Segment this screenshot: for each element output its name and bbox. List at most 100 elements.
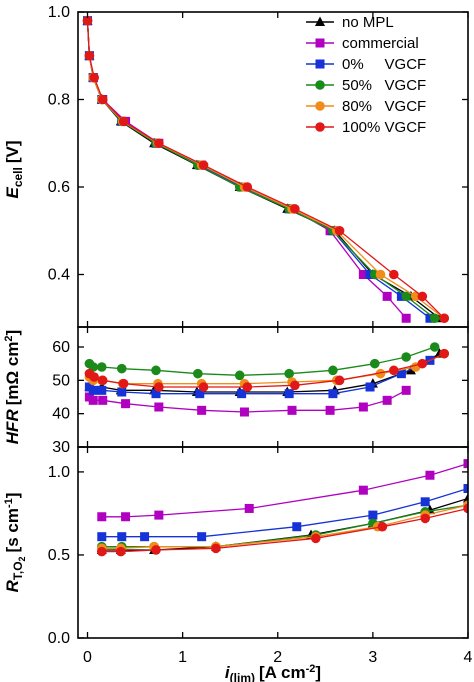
data-point-rt-5-3 <box>211 543 221 554</box>
legend-marker-4 <box>315 101 325 111</box>
data-point-hfr-5-8 <box>334 375 345 386</box>
data-point-rt-0-7 <box>463 492 468 503</box>
data-point-ecell-5-9 <box>334 225 345 236</box>
legend-item-1: commercial <box>306 35 419 52</box>
data-point-rt-2-6 <box>420 497 430 507</box>
data-point-ecell-3-12 <box>429 313 440 324</box>
data-point-hfr-5-9 <box>389 365 399 376</box>
data-point-rt-5-6 <box>420 513 430 524</box>
y-tick-label-ecell-2: 0.6 <box>48 179 70 196</box>
data-point-hfr-3-6 <box>234 370 245 381</box>
data-point-ecell-5-11 <box>417 291 428 302</box>
data-point-hfr-2-2 <box>97 385 107 395</box>
data-point-hfr-1-10 <box>382 395 392 405</box>
data-point-hfr-2-9 <box>365 382 375 392</box>
legend-marker-1 <box>315 38 325 48</box>
data-point-rt-1-3 <box>244 503 254 513</box>
data-point-hfr-1-5 <box>197 405 207 415</box>
series-line-rt-1 <box>101 462 468 518</box>
y-axis-title-rt: RT,O2[s cm-1] <box>3 493 27 593</box>
legend-label-4: 80% VGCF <box>342 98 426 115</box>
legend-marker-0 <box>315 16 325 26</box>
data-point-rt-2-4 <box>292 522 302 532</box>
series-line-rt-0 <box>101 497 468 551</box>
plot-area-hfr <box>84 342 450 417</box>
data-point-hfr-2-1 <box>88 385 98 395</box>
data-point-ecell-5-0 <box>82 15 93 26</box>
x-tick-label-4: 4 <box>464 649 473 666</box>
data-point-hfr-1-1 <box>88 395 98 405</box>
y-tick-label-rt-2: 1.0 <box>48 464 70 481</box>
data-point-rt-5-0 <box>96 546 107 557</box>
data-point-hfr-5-7 <box>290 380 300 391</box>
data-point-rt-2-2 <box>140 532 150 542</box>
data-point-rt-5-4 <box>311 533 321 544</box>
data-point-rt-2-3 <box>197 532 207 542</box>
axis-titles: 0 1 2 3 4 i(lim) [A cm-2] Ecell[V] HFR[mΩ cm2] RT… <box>3 140 473 682</box>
data-point-hfr-1-11 <box>401 385 411 395</box>
y-tick-label-ecell-1: 0.8 <box>48 92 70 109</box>
data-point-hfr-5-5 <box>198 382 209 392</box>
data-point-hfr-1-7 <box>287 405 297 415</box>
y-tick-label-ecell-0: 1.0 <box>48 4 70 21</box>
data-point-ecell-3-11 <box>401 291 411 302</box>
data-point-hfr-1-9 <box>358 402 368 412</box>
data-point-hfr-3-5 <box>193 368 203 379</box>
x-tick-label-1: 1 <box>178 649 187 666</box>
y-tick-label-rt-1: 0.5 <box>48 547 70 564</box>
data-point-hfr-2-3 <box>117 387 127 397</box>
series-line-rt-5 <box>101 507 468 553</box>
data-point-hfr-5-3 <box>118 378 129 389</box>
legend-item-5: 100% VGCF <box>306 119 426 136</box>
data-point-hfr-1-8 <box>325 405 335 415</box>
x-tick-label-3: 3 <box>368 649 377 666</box>
y-tick-label-hfr-0: 30 <box>52 439 70 456</box>
legend-label-2: 0% VGCF <box>342 56 426 73</box>
data-point-hfr-3-11 <box>429 342 440 352</box>
data-point-ecell-5-3 <box>97 94 108 105</box>
legend-label-5: 100% VGCF <box>342 119 426 136</box>
data-point-rt-1-4 <box>358 485 368 495</box>
series-line-rt-4 <box>101 504 468 549</box>
legend-label-1: commercial <box>342 35 419 52</box>
series-line-rt-3 <box>101 504 468 548</box>
y-tick-label-ecell-3: 0.4 <box>48 267 70 284</box>
data-point-hfr-2-8 <box>328 389 338 399</box>
data-point-hfr-2-5 <box>195 389 205 399</box>
data-point-hfr-3-7 <box>284 368 294 379</box>
data-point-hfr-5-1 <box>89 372 99 382</box>
y-axis-title-ecell: Ecell[V] <box>3 140 25 198</box>
data-point-rt-1-0 <box>97 512 107 522</box>
data-point-rt-2-7 <box>463 484 468 494</box>
data-point-hfr-3-3 <box>116 363 127 374</box>
data-point-hfr-2-6 <box>237 389 247 399</box>
data-point-hfr-2-7 <box>284 389 294 399</box>
data-point-hfr-3-2 <box>96 362 107 372</box>
data-point-ecell-5-2 <box>89 72 99 83</box>
data-point-hfr-3-9 <box>369 358 380 369</box>
legend-marker-3 <box>315 80 325 90</box>
legend-item-3: 50% VGCF <box>306 77 426 94</box>
data-point-hfr-3-4 <box>151 365 161 376</box>
y-tick-label-hfr-1: 40 <box>52 406 70 423</box>
legend-label-0: no MPL <box>342 14 394 31</box>
legend-label-3: 50% VGCF <box>342 77 426 94</box>
data-point-hfr-5-4 <box>154 382 164 392</box>
data-point-hfr-1-4 <box>154 402 164 412</box>
data-point-hfr-5-2 <box>97 375 108 386</box>
data-point-ecell-1-10 <box>358 270 368 279</box>
y-axis-title-hfr: HFR[mΩ cm2] <box>3 330 22 444</box>
y-tick-label-rt-0: 0.0 <box>48 630 70 647</box>
panel-ecell: 1.0 0.8 0.6 0.4 <box>48 4 469 328</box>
legend-item-2: 0% VGCF <box>306 56 426 73</box>
data-point-ecell-5-1 <box>84 50 95 61</box>
data-point-rt-5-1 <box>116 546 126 557</box>
legend-item-4: 80% VGCF <box>306 98 426 115</box>
data-point-rt-2-1 <box>117 532 127 542</box>
data-point-rt-1-2 <box>154 510 164 520</box>
legend-marker-2 <box>315 59 325 69</box>
data-point-hfr-3-10 <box>401 352 411 362</box>
data-point-rt-5-5 <box>377 521 388 532</box>
data-point-rt-5-7 <box>463 503 468 514</box>
